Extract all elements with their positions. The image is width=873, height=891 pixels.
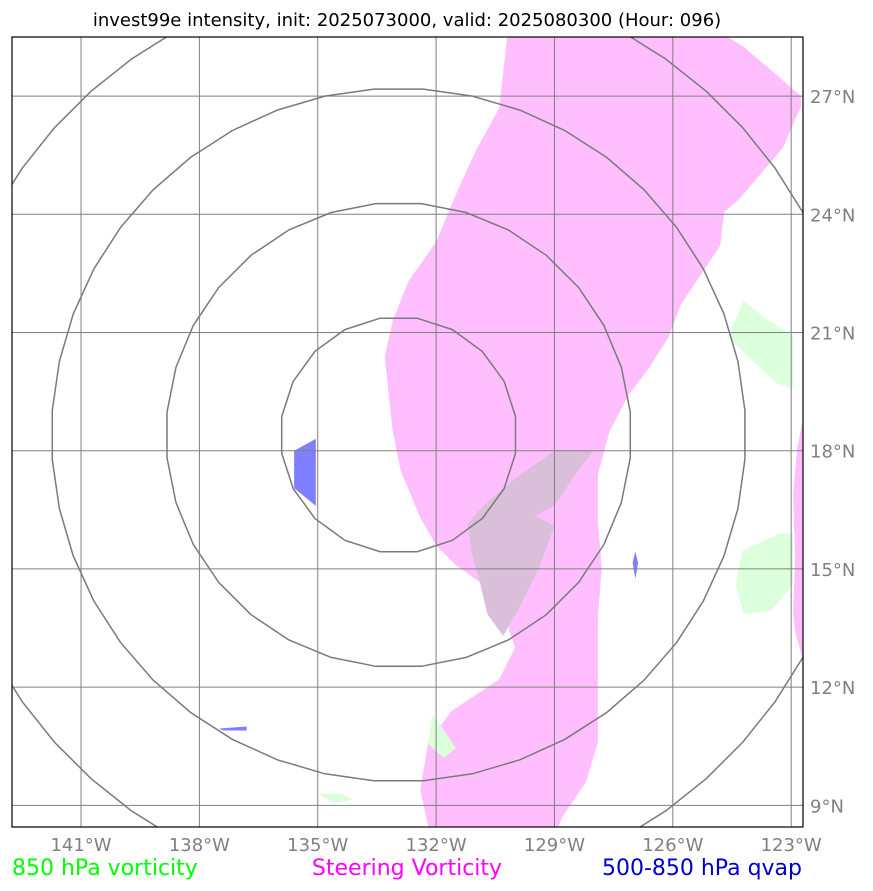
steering-vorticity-region-1 (384, 37, 801, 827)
longitude-tick-labels: 141°W 138°W 135°W 132°W 129°W 126°W 123°W (50, 835, 821, 856)
legend-steering-vorticity: Steering Vorticity (312, 856, 502, 881)
lat-tick-label: 9°N (810, 796, 844, 817)
lon-tick-label: 141°W (50, 835, 111, 856)
lat-tick-label: 18°N (810, 442, 855, 463)
lon-tick-label: 132°W (406, 835, 467, 856)
legend-500-850-hpa-qvap: 500-850 hPa qvap (602, 856, 802, 881)
legend: 850 hPa vorticity Steering Vorticity 500… (12, 856, 802, 881)
range-ring-3 (51, 88, 746, 782)
lon-tick-label: 138°W (169, 835, 230, 856)
850-hPa-vorticity-region-3 (428, 714, 456, 758)
lon-tick-label: 126°W (642, 835, 703, 856)
lat-tick-label: 24°N (810, 205, 855, 226)
chart-title: invest99e intensity, init: 2025073000, v… (93, 10, 721, 31)
steering-vorticity-region-2 (793, 419, 803, 660)
500-850-hPa-qvap-region-3 (219, 726, 247, 731)
latitude-tick-labels: 9°N 12°N 15°N 18°N 21°N 24°N 27°N (810, 87, 855, 817)
field-layer (219, 37, 803, 827)
lat-tick-label: 12°N (810, 678, 855, 699)
range-ring-1 (280, 317, 517, 553)
500-850-hPa-qvap-region-2 (632, 551, 639, 579)
850-hPa-vorticity-region-2 (735, 533, 794, 615)
lon-tick-label: 129°W (524, 835, 585, 856)
850-hPa-vorticity-region-1 (728, 301, 794, 388)
overlap-steering-and-qvap-region-1 (467, 450, 594, 636)
850-hPa-vorticity-region-4 (317, 793, 354, 804)
lat-tick-label: 27°N (810, 87, 855, 108)
lon-tick-label: 123°W (761, 835, 822, 856)
lon-tick-label: 135°W (287, 835, 348, 856)
500-850-hPa-qvap-region-1 (294, 438, 316, 506)
legend-850-hpa-vorticity: 850 hPa vorticity (12, 856, 198, 881)
graticule-layer (12, 37, 803, 827)
map-frame (11, 36, 804, 828)
lat-tick-label: 15°N (810, 560, 855, 581)
range-ring-2 (166, 202, 632, 668)
lat-tick-label: 21°N (810, 324, 855, 345)
